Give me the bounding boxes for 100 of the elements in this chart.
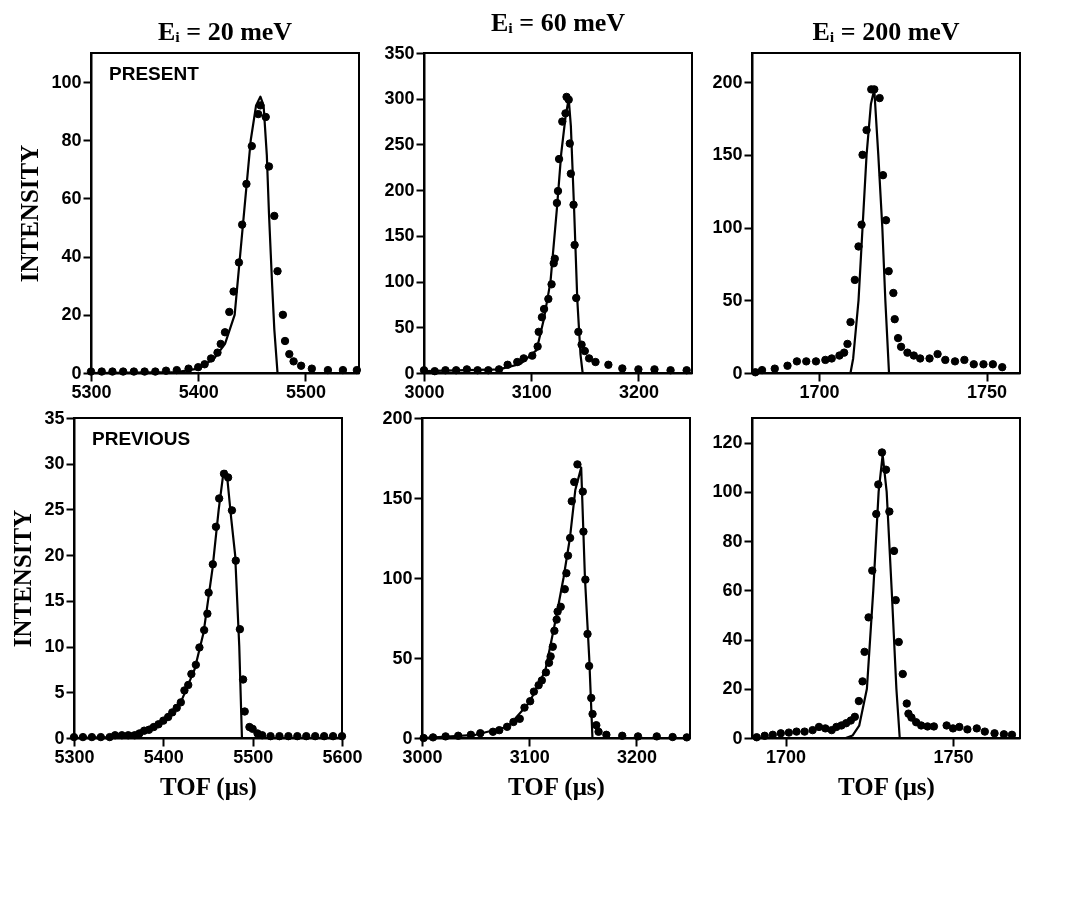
y-tick-label: 40 [61, 246, 82, 267]
point [896, 342, 906, 352]
point [893, 333, 903, 343]
x-tick-label: 5500 [233, 746, 274, 767]
chart-title: Eᵢ = 60 meV [490, 8, 626, 37]
x-tick-label: 3100 [511, 381, 552, 402]
point [802, 357, 811, 366]
point [846, 317, 855, 327]
x-tick-label: 3000 [404, 381, 445, 402]
point [881, 216, 891, 225]
point [980, 727, 990, 736]
y-tick-label: 80 [61, 129, 82, 150]
x-tick-label: 1750 [933, 746, 974, 767]
point [273, 266, 282, 276]
point [580, 346, 590, 356]
x-tick-label: 5500 [285, 381, 326, 402]
point [86, 367, 96, 376]
point [225, 307, 234, 317]
y-axis-title: INTENSITY [9, 509, 37, 648]
x-axis-title: TOF (μs) [838, 772, 935, 801]
point [858, 150, 867, 160]
point [850, 712, 860, 722]
point [220, 328, 230, 337]
y-tick-label: 60 [722, 579, 743, 600]
point [808, 725, 817, 735]
x-tick-label: 3100 [509, 746, 550, 767]
point [270, 211, 279, 221]
point [894, 637, 903, 647]
y-tick-label: 0 [732, 362, 743, 383]
point [323, 365, 333, 375]
y-tick-label: 0 [404, 362, 415, 383]
x-tick-label: 5600 [322, 746, 363, 767]
y-tick-label: 100 [712, 481, 743, 502]
point [783, 361, 792, 370]
point [969, 360, 978, 369]
point [890, 314, 899, 324]
point [858, 677, 867, 686]
annotation: PRESENT [109, 63, 200, 84]
point [811, 357, 821, 366]
y-tick-label: 0 [402, 727, 413, 748]
point [860, 647, 869, 657]
point [907, 713, 916, 722]
point [792, 727, 801, 736]
point [998, 362, 1007, 372]
point [604, 360, 613, 369]
y-tick-label: 50 [722, 289, 743, 310]
point [821, 724, 830, 733]
point [903, 348, 912, 357]
x-axis-title: TOF (μs) [508, 772, 605, 801]
y-tick-label: 0 [732, 727, 743, 748]
point [963, 725, 972, 734]
point [573, 460, 582, 469]
x-tick-label: 3200 [616, 746, 657, 767]
point [240, 707, 249, 716]
point [296, 361, 306, 370]
y-tick-label: 200 [712, 71, 743, 92]
point [889, 288, 898, 298]
y-tick-label: 0 [54, 727, 65, 748]
y-tick-label: 350 [384, 42, 415, 63]
point [278, 310, 288, 320]
y-tick-label: 15 [44, 590, 65, 611]
x-tick-label: 1700 [799, 381, 840, 402]
point [352, 365, 362, 375]
y-tick-label: 0 [71, 362, 82, 383]
y-tick-label: 150 [382, 487, 413, 508]
y-tick-label: 250 [384, 133, 415, 154]
x-tick-label: 3200 [618, 381, 659, 402]
point [979, 360, 988, 369]
point [875, 93, 884, 103]
y-axis-title: INTENSITY [16, 144, 44, 283]
chart-title: Eᵢ = 20 meV [157, 17, 293, 46]
y-tick-label: 300 [384, 88, 415, 109]
y-tick-label: 40 [722, 629, 743, 650]
point [800, 727, 809, 736]
point [933, 349, 942, 359]
point [839, 348, 849, 357]
point [915, 354, 925, 363]
y-tick-label: 100 [384, 271, 415, 292]
y-tick-label: 50 [394, 316, 415, 337]
point [925, 354, 934, 363]
point [280, 336, 290, 346]
point [854, 696, 864, 706]
point [923, 722, 932, 731]
point [618, 364, 627, 373]
point [827, 354, 836, 363]
point [889, 546, 899, 556]
x-tick-label: 1750 [966, 381, 1008, 402]
y-tick-label: 100 [712, 217, 743, 238]
point [929, 722, 939, 731]
x-axis-title: TOF (μs) [160, 772, 257, 801]
point [682, 366, 691, 375]
point [990, 729, 999, 738]
y-tick-label: 25 [44, 498, 65, 519]
x-tick-label: 5400 [143, 746, 184, 767]
y-tick-label: 200 [382, 407, 413, 428]
point [955, 722, 964, 732]
y-tick-label: 120 [712, 432, 743, 453]
point [821, 355, 830, 365]
point [338, 365, 348, 375]
y-tick-label: 50 [392, 647, 413, 668]
